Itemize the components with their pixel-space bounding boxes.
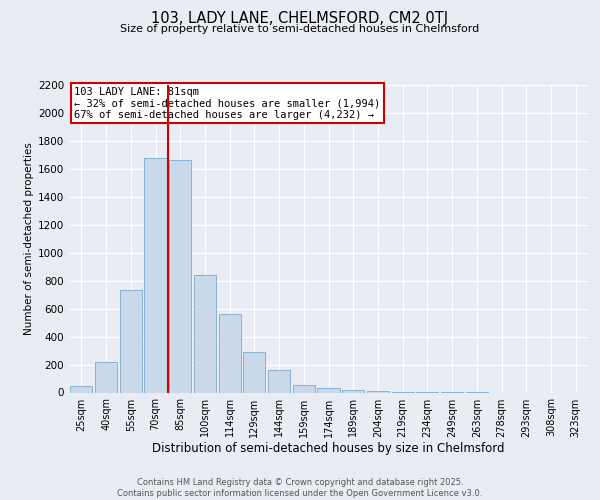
Bar	[145, 158, 167, 392]
Text: 103 LADY LANE: 81sqm
← 32% of semi-detached houses are smaller (1,994)
67% of se: 103 LADY LANE: 81sqm ← 32% of semi-detac…	[74, 86, 380, 120]
Bar	[169, 160, 191, 392]
Bar	[342, 390, 364, 392]
Bar	[194, 275, 216, 392]
Bar	[95, 362, 117, 392]
Text: Size of property relative to semi-detached houses in Chelmsford: Size of property relative to semi-detach…	[121, 24, 479, 34]
Bar	[119, 290, 142, 392]
Bar	[317, 388, 340, 392]
Bar	[243, 352, 265, 393]
Bar	[293, 385, 315, 392]
Bar	[70, 386, 92, 392]
Bar	[268, 370, 290, 392]
Bar	[218, 314, 241, 392]
Y-axis label: Number of semi-detached properties: Number of semi-detached properties	[24, 142, 34, 335]
X-axis label: Distribution of semi-detached houses by size in Chelmsford: Distribution of semi-detached houses by …	[152, 442, 505, 456]
Text: Contains HM Land Registry data © Crown copyright and database right 2025.
Contai: Contains HM Land Registry data © Crown c…	[118, 478, 482, 498]
Text: 103, LADY LANE, CHELMSFORD, CM2 0TJ: 103, LADY LANE, CHELMSFORD, CM2 0TJ	[151, 12, 449, 26]
